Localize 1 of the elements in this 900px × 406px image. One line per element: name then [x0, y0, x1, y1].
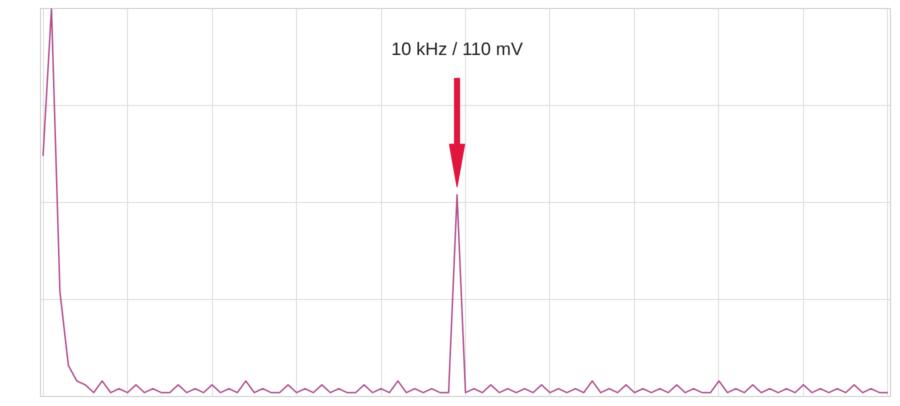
annotation: 10 kHz / 110 mV — [391, 38, 523, 59]
